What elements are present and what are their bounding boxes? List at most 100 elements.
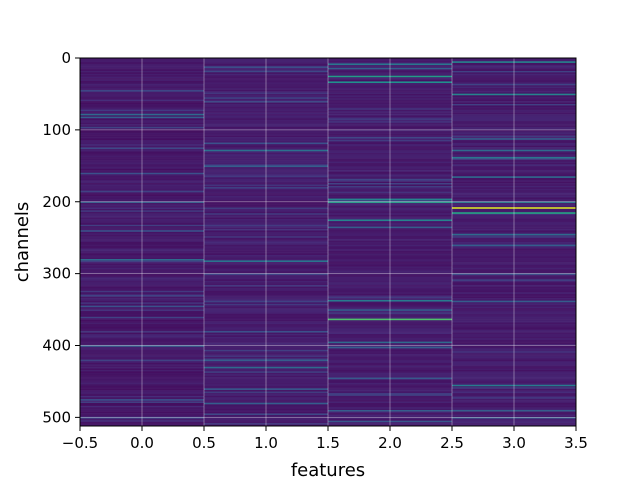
heatmap-cell [328,221,452,224]
heatmap-cell [80,185,204,188]
heatmap-cell [328,132,452,135]
heatmap-cell [328,312,452,315]
heatmap-cell [328,102,452,105]
heatmap-cell [204,418,328,421]
heatmap-highlight-row [328,219,452,222]
heatmap-cell [80,342,204,345]
heatmap-cell [80,62,204,65]
heatmap-cell [452,346,576,349]
heatmap-highlight-row [80,116,204,119]
heatmap-cell [80,141,204,144]
heatmap-cell [80,293,204,296]
heatmap-cell [80,391,204,394]
heatmap-cell [204,404,328,407]
heatmap-cell [328,280,452,283]
heatmap-cell [452,335,576,338]
heatmap-cell [204,141,328,144]
heatmap-cell [80,358,204,361]
heatmap-cell [452,275,576,277]
heatmap-cell [328,125,452,128]
heatmap-cell [452,361,576,364]
heatmap-cell [204,81,328,83]
heatmap-cell [204,104,328,106]
heatmap-cell [452,276,576,279]
heatmap-cell [80,178,204,181]
heatmap-highlight-row [204,165,328,168]
heatmap-highlight-row [452,417,576,419]
heatmap-cell [80,385,204,388]
heatmap-cell [80,219,204,221]
heatmap-cell [80,214,204,217]
heatmap-cell [452,298,576,300]
heatmap-cell [328,58,452,60]
heatmap-cell [328,135,452,138]
heatmap-cell [452,423,576,425]
heatmap-cell [80,66,204,69]
heatmap-cell [452,344,576,346]
heatmap-cell [452,224,576,227]
heatmap-cell [204,401,328,404]
heatmap-cell [452,229,576,231]
heatmap-highlight-row [328,409,452,412]
heatmap-cell [204,115,328,118]
heatmap-cell [80,300,204,303]
heatmap-cell [80,145,204,148]
heatmap-cell [80,69,204,72]
heatmap-cell [204,139,328,142]
heatmap-cell [328,178,452,181]
heatmap-cell [204,305,328,307]
heatmap-highlight-row [204,413,328,416]
heatmap-cell [452,331,576,333]
heatmap-cell [204,315,328,318]
heatmap-cell [452,253,576,256]
heatmap-cell [328,127,452,129]
heatmap-cell [204,83,328,86]
heatmap-cell [80,191,204,194]
heatmap-cell [80,323,204,326]
heatmap-cell [204,334,328,336]
heatmap-cell [80,270,204,273]
heatmap-cell [204,197,328,200]
heatmap-cell [328,311,452,313]
heatmap-cell [328,98,452,100]
heatmap-cell [328,254,452,257]
heatmap-cell [452,342,576,345]
heatmap-cell [80,181,204,184]
heatmap-cell [452,83,576,86]
heatmap-cell [452,219,576,221]
heatmap-cell [452,391,576,394]
heatmap-cell [328,122,452,125]
heatmap-cell [80,312,204,315]
heatmap-cell [328,375,452,378]
heatmap-cell [204,196,328,198]
x-tick-label: −0.5 [62,434,98,452]
heatmap-cell [80,414,204,417]
heatmap-cell [328,151,452,154]
heatmap-cell [80,187,204,190]
heatmap-cell [80,289,204,292]
heatmap-cell [204,400,328,402]
heatmap-cell [452,158,576,161]
heatmap-highlight-row [328,67,452,70]
heatmap-cell [204,164,328,167]
heatmap-cell [452,336,576,339]
heatmap-cell [328,298,452,300]
heatmap-cell [328,213,452,215]
heatmap-cell [328,315,452,318]
heatmap-cell [204,303,328,306]
heatmap-cell [452,341,576,343]
heatmap-cell [80,72,204,75]
heatmap-cell [328,405,452,408]
heatmap-cell [452,66,576,69]
heatmap-cell [204,345,328,348]
heatmap-cell [204,346,328,349]
heatmap-cell [80,68,204,70]
heatmap-cell [204,76,328,79]
heatmap-cell [80,247,204,250]
heatmap-cell [452,187,576,190]
heatmap-cell [80,420,204,422]
heatmap-cell [80,164,204,167]
heatmap-cell [328,124,452,126]
heatmap-cell [452,178,576,181]
heatmap-cell [204,229,328,231]
